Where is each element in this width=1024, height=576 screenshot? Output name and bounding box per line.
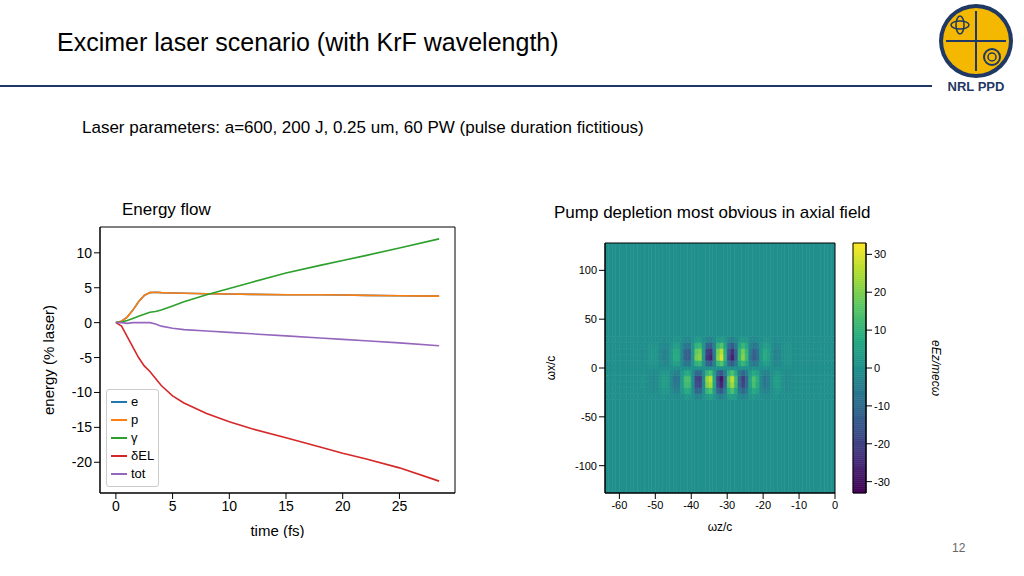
svg-text:-30: -30 [719,499,735,511]
html-text:γ: γ [131,430,138,445]
svg-text:0: 0 [591,362,597,374]
html-text:p: p [131,412,139,427]
svg-text:10: 10 [222,498,238,514]
svg-text:-5: -5 [80,350,93,366]
svg-text:20: 20 [335,498,351,514]
html-text:NRL PPD: NRL PPD [947,79,1005,94]
svg-text:0: 0 [832,499,838,511]
svg-text:-20: -20 [755,499,771,511]
html-text:δEL: δEL [131,448,155,463]
svg-text:5: 5 [169,498,177,514]
svg-text:-100: -100 [575,460,597,472]
html-text:tot: tot [131,466,146,481]
svg-text:-20: -20 [72,454,92,470]
svg-text:5: 5 [84,280,92,296]
html-text:Energy flow: Energy flow [122,200,211,219]
svg-text:ωz/c: ωz/c [708,520,733,533]
svg-text:-30: -30 [874,476,890,488]
svg-text:20: 20 [874,286,886,298]
svg-text:-10: -10 [72,384,92,400]
svg-text:0: 0 [112,498,120,514]
svg-text:energy (% laser): energy (% laser) [40,305,57,415]
svg-text:eEz/mecω: eEz/mecω [929,340,943,396]
html-text:Excimer laser scenario (with K: Excimer laser scenario (with KrF wavelen… [57,28,559,56]
html-text:12: 12 [952,541,966,555]
svg-text:-10: -10 [874,400,890,412]
svg-text:25: 25 [392,498,408,514]
svg-text:-60: -60 [611,499,627,511]
svg-text:time (fs): time (fs) [250,522,304,538]
svg-text:100: 100 [579,264,597,276]
svg-text:-20: -20 [874,438,890,450]
svg-text:10: 10 [76,245,92,261]
svg-text:0: 0 [874,362,880,374]
svg-text:0: 0 [84,315,92,331]
svg-text:-50: -50 [581,411,597,423]
svg-text:30: 30 [874,248,886,260]
svg-text:-15: -15 [72,419,92,435]
svg-text:ωx/c: ωx/c [545,356,558,381]
svg-text:10: 10 [874,324,886,336]
html-text:e: e [131,394,139,409]
html-text:Laser parameters: a=600, 200 J: Laser parameters: a=600, 200 J, 0.25 um,… [82,118,644,137]
svg-text:-10: -10 [791,499,807,511]
svg-text:50: 50 [585,313,597,325]
svg-text:15: 15 [278,498,294,514]
svg-text:-40: -40 [683,499,699,511]
html-text:Pump depletion most obvious in: Pump depletion most obvious in axial fie… [554,203,871,222]
svg-text:-50: -50 [647,499,663,511]
